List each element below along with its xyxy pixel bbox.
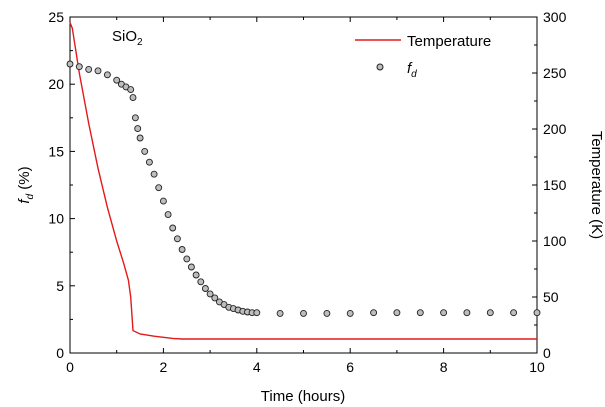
fd-point [134, 125, 142, 133]
x-tick-label: 2 [160, 359, 168, 375]
legend-fd-main: f [407, 60, 413, 77]
fd-point [85, 65, 93, 73]
y-left-axis-ticks: 0 5 10 15 20 25 [48, 9, 75, 361]
fd-point [145, 158, 153, 166]
x-axis-title: Time (hours) [261, 388, 345, 405]
fd-point [155, 184, 163, 192]
fd-point [533, 309, 541, 317]
x-tick-label: 10 [529, 359, 545, 375]
fd-point [393, 309, 401, 317]
fd-point [197, 278, 205, 286]
temperature-series [69, 22, 537, 340]
fd-point [370, 309, 378, 317]
fd-point [463, 309, 471, 317]
fd-point [440, 309, 448, 317]
fd-point [346, 309, 354, 317]
x-tick-label: 8 [440, 359, 448, 375]
fd-point [159, 197, 167, 205]
y-right-tick-label: 300 [543, 9, 567, 25]
fd-point [141, 147, 149, 155]
fd-point [510, 309, 518, 317]
temperature-line [69, 22, 537, 340]
fd-point [113, 76, 121, 84]
fd-series [66, 60, 541, 317]
x-tick-label: 4 [253, 359, 261, 375]
y-left-tick-label: 10 [48, 211, 64, 227]
fd-point [75, 63, 83, 71]
legend-fd-label: fd [407, 60, 417, 80]
y-left-tick-label: 20 [48, 76, 64, 92]
fd-point [127, 86, 135, 94]
legend-fd-sub: d [411, 69, 417, 80]
fd-point [129, 94, 137, 102]
fd-point [253, 309, 261, 317]
y-left-tick-label: 5 [56, 278, 64, 294]
y-left-tick-label: 0 [56, 345, 64, 361]
fd-point [416, 309, 424, 317]
fd-point [131, 114, 139, 122]
fd-point [187, 263, 195, 271]
fd-point [169, 224, 177, 232]
y-left-axis-title: fd (%) [16, 166, 36, 203]
fd-point [178, 246, 186, 253]
y-left-tick-label: 15 [48, 143, 64, 159]
y-right-tick-label: 200 [543, 121, 567, 137]
y-left-axis-title-sub: d [25, 193, 36, 199]
fd-point [164, 211, 172, 219]
y-left-axis-title-main: f [16, 198, 33, 204]
legend: Temperature fd [355, 33, 491, 80]
y-right-tick-label: 250 [543, 65, 567, 81]
fd-point [66, 60, 74, 68]
x-tick-label: 6 [346, 359, 354, 375]
x-tick-label: 0 [66, 359, 74, 375]
sio2-annotation: SiO2 [112, 28, 143, 48]
fd-point [192, 271, 200, 279]
y-right-axis-title: Temperature (K) [588, 131, 605, 239]
y-right-tick-label: 0 [543, 345, 551, 361]
sio2-annotation-sub: 2 [137, 37, 143, 48]
fd-point [150, 170, 158, 178]
fd-point [323, 309, 331, 317]
y-left-tick-label: 25 [48, 9, 64, 25]
fd-point [486, 309, 494, 317]
y-right-tick-label: 150 [543, 177, 567, 193]
legend-temperature-label: Temperature [407, 33, 491, 50]
fd-point [183, 255, 191, 263]
plot-frame [69, 16, 538, 354]
fd-point [136, 134, 144, 142]
x-axis-ticks: 0 2 4 6 8 10 [66, 17, 545, 375]
y-right-tick-label: 50 [543, 289, 559, 305]
sio2-annotation-main: SiO [112, 28, 137, 45]
fd-point [211, 294, 219, 302]
fd-point [300, 309, 307, 317]
y-left-axis-title-rest: (%) [16, 166, 33, 194]
fd-point [201, 285, 209, 292]
fd-point [206, 290, 214, 298]
y-right-axis-ticks: 0 50 100 150 200 250 300 [532, 9, 567, 361]
fd-point [173, 235, 181, 243]
y-right-tick-label: 100 [543, 233, 567, 249]
fd-point [103, 71, 111, 79]
fd-point [94, 67, 102, 75]
legend-fd-marker [376, 63, 384, 71]
fd-point [276, 309, 284, 317]
